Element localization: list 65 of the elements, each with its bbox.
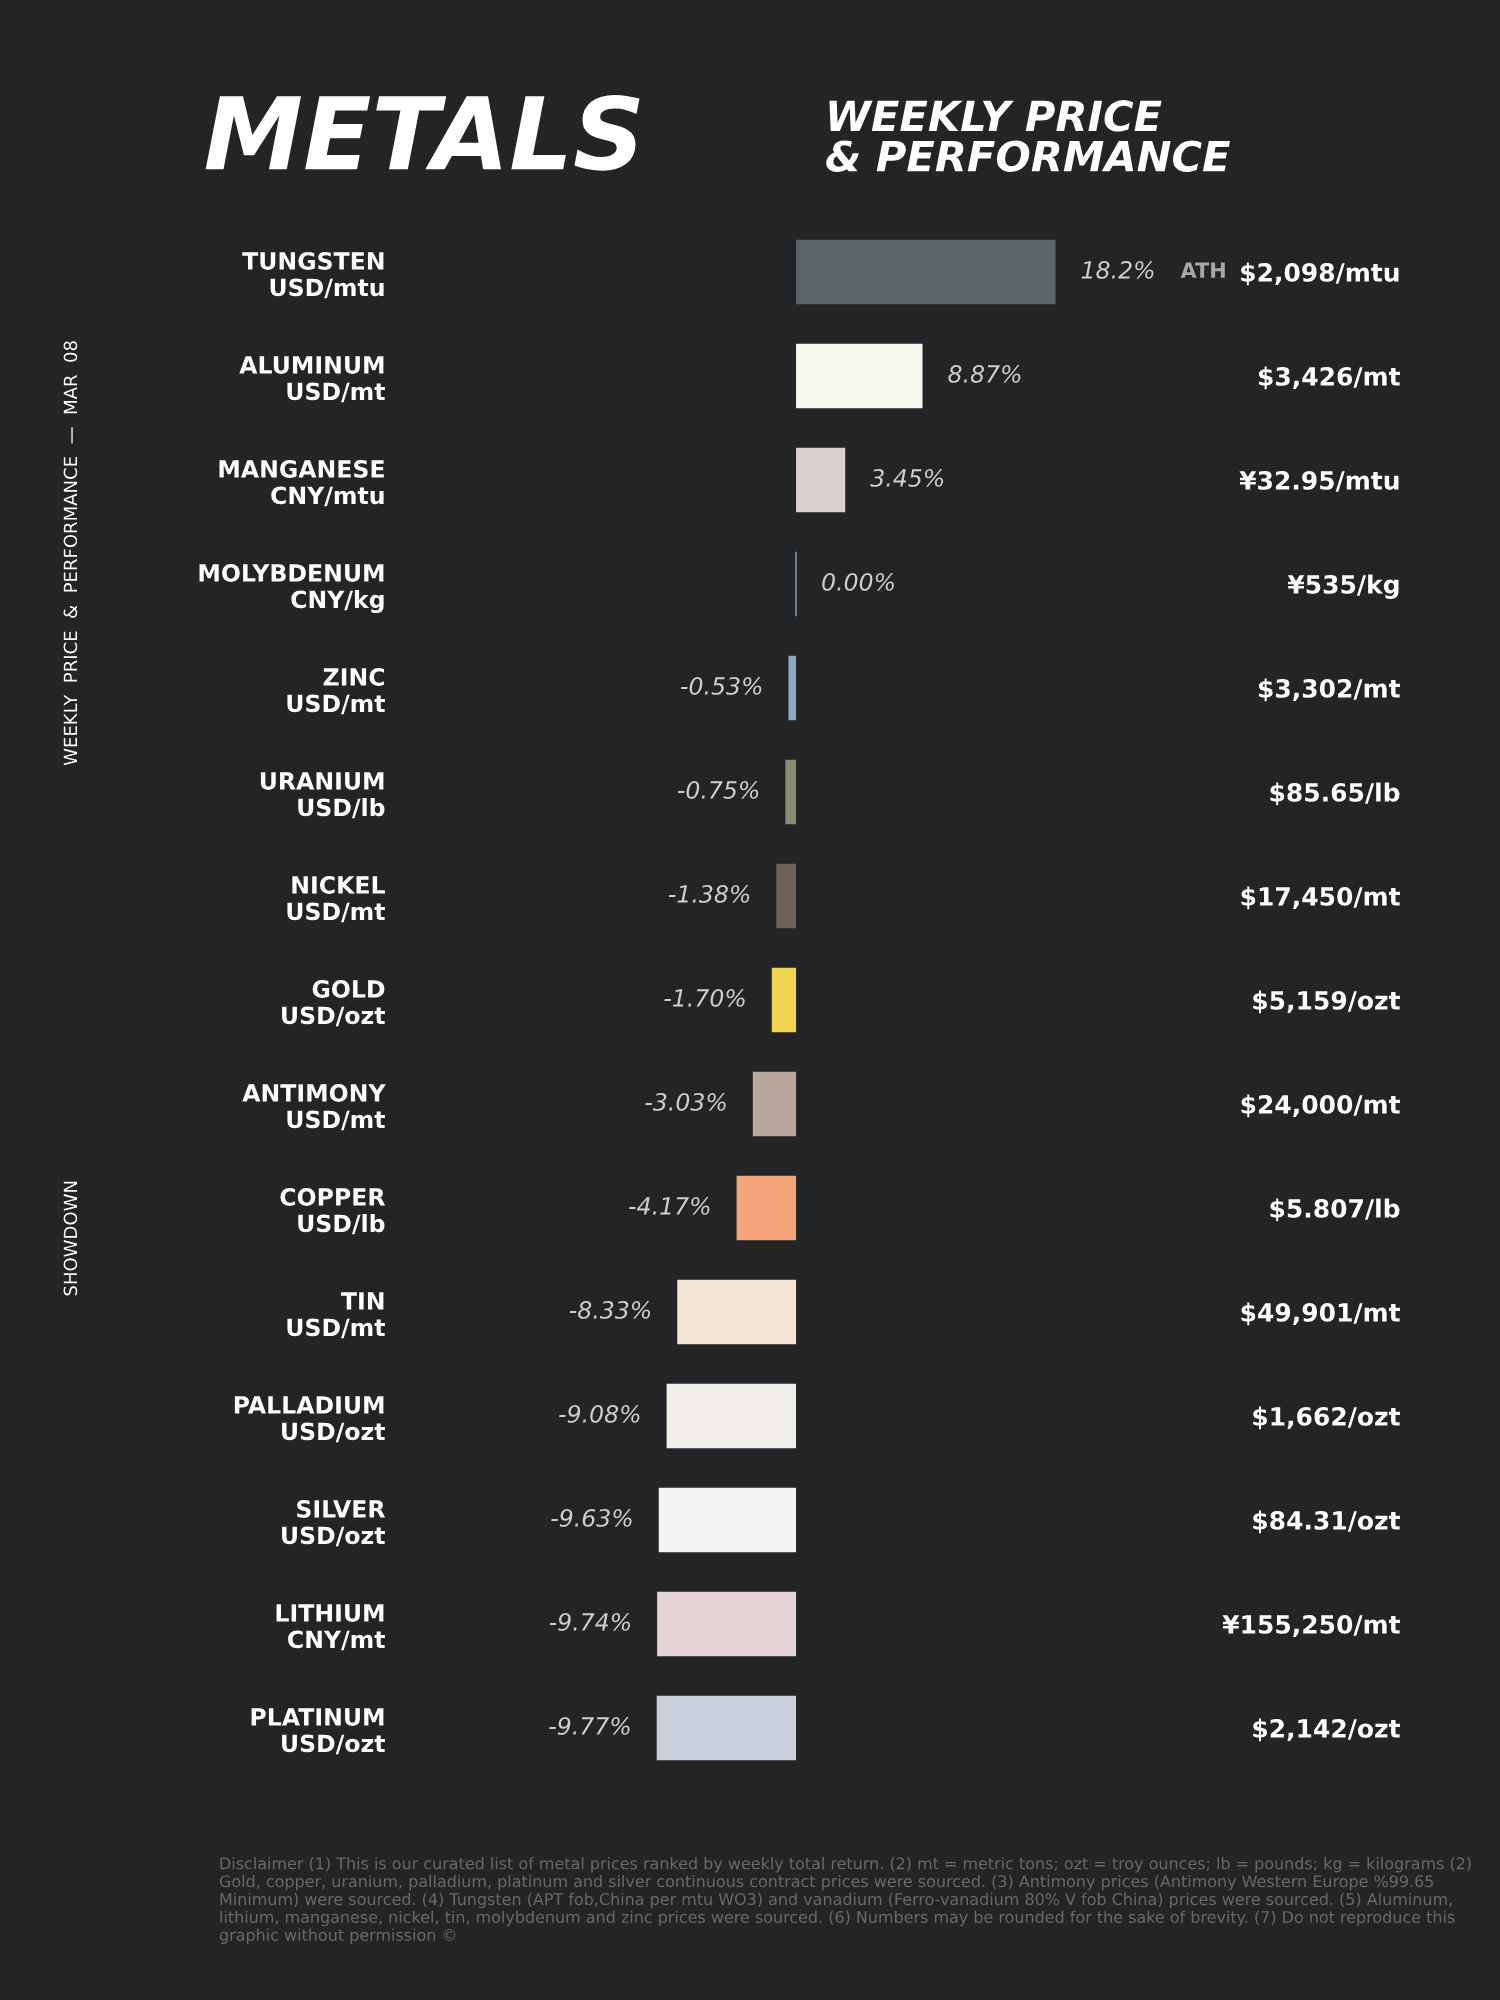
- y-tick-label: COPPER USD/lb: [280, 1188, 386, 1235]
- y2-tick-label: ¥32.95/mtu: [1239, 470, 1399, 492]
- y-tick-label: TIN USD/mt: [287, 1292, 386, 1339]
- y2-tick-label: $5.807/lb: [1270, 1198, 1400, 1222]
- y2-tick-label: $17,450/mt: [1241, 886, 1400, 910]
- y2-tick-label: $2,098/mtu: [1241, 262, 1399, 286]
- y-tick-label: TUNGSTEN USD/mtu: [242, 252, 384, 299]
- text: WEEKLY PRICE & PERFORMANCE — MAR 08: [63, 341, 78, 766]
- y-tick-label: ANTIMONY USD/mt: [242, 1084, 386, 1131]
- data-label: -9.08%: [559, 1404, 640, 1423]
- y-tick-label: SILVER USD/ozt: [282, 1500, 386, 1547]
- bar: [785, 759, 797, 825]
- y2-tick-label: ¥535/kg: [1287, 574, 1399, 599]
- data-label: -0.75%: [677, 780, 759, 799]
- y2-tick-label: $1,662/ozt: [1253, 1406, 1400, 1430]
- data-label: 8.87%: [948, 364, 1021, 383]
- y-tick-label: MANGANESE CNY/mtu: [219, 460, 384, 507]
- y-tick-label: PALLADIUM USD/ozt: [234, 1396, 386, 1443]
- bar: [788, 655, 797, 721]
- y-tick-label: ALUMINUM USD/mt: [239, 356, 386, 403]
- chart-subtitle: WEEKLY PRICE & PERFORMANCE: [826, 100, 1230, 172]
- data-label: -4.17%: [629, 1196, 710, 1215]
- y2-tick-label: $5,159/ozt: [1253, 990, 1400, 1014]
- data-label: -9.63%: [551, 1508, 632, 1527]
- y-tick-label: MOLYBDENUM CNY/kg: [199, 564, 384, 614]
- bar: [771, 967, 797, 1033]
- data-label: 0.00%: [822, 572, 894, 591]
- y2-tick-label: $24,000/mt: [1241, 1094, 1400, 1118]
- bar: [666, 1383, 797, 1449]
- y2-tick-label: $3,302/mt: [1258, 678, 1400, 702]
- y-tick-label: GOLD USD/ozt: [282, 980, 386, 1027]
- data-label: -9.77%: [549, 1716, 630, 1735]
- data-label: -8.33%: [569, 1300, 651, 1319]
- chart-title: METALS: [205, 94, 640, 171]
- y-tick-label: URANIUM USD/lb: [260, 772, 385, 819]
- y2-tick-label: $85.65/lb: [1270, 782, 1400, 806]
- y2-tick-label: ¥155,250/mt: [1222, 1614, 1400, 1638]
- bar: [796, 343, 923, 409]
- data-label: -9.74%: [549, 1612, 630, 1631]
- y2-tick-label: $49,901/mt: [1241, 1302, 1400, 1326]
- bar: [776, 863, 797, 929]
- text: SHOWDOWN: [63, 1181, 78, 1296]
- y-tick-label: LITHIUM CNY/mt: [276, 1604, 386, 1651]
- y2-tick-label: $84.31/ozt: [1253, 1510, 1400, 1534]
- bar: [736, 1175, 797, 1241]
- data-label: -0.53%: [681, 676, 762, 695]
- y-tick-label: PLATINUM USD/ozt: [251, 1708, 386, 1755]
- bar: [677, 1279, 797, 1345]
- y2-tick-label: $2,142/ozt: [1253, 1718, 1400, 1742]
- y2-tick-label: $3,426/mt: [1258, 366, 1400, 390]
- data-label: -1.38%: [668, 884, 750, 903]
- data-label: 18.2%: [1081, 260, 1154, 279]
- bar: [656, 1695, 797, 1761]
- bar: [658, 1487, 797, 1553]
- data-label: 3.45%: [870, 468, 944, 487]
- bar: [752, 1071, 797, 1137]
- bar: [796, 447, 846, 513]
- text: Disclaimer (1) This is our curated list of metal prices ranked by weekly total return. (2) mt = metric tons; ozt = troy ounces; lb = pounds; kg = kilograms (2) Gold, copper, uranium, palladium, platinum and silver continuous contract prices were sourced. (3) Antimony prices (Antimony Western Europe %99.65 Minimum) were sourced. (4) Tungsten (APT fob,China per mtu WO3) and vanadium (Ferro-vanadium 80% V fob China) prices were sourced. (5) Aluminum, lithium, manganese, nickel, tin, molybdenum and zinc prices were sourced. (6) Numbers may be rounded for the sake of brevity. (7) Do not reproduce this graphic without permission ©: [219, 1857, 1471, 1944]
- text: ATH: [1180, 262, 1225, 278]
- data-label: -1.70%: [664, 988, 745, 1007]
- y-tick-label: ZINC USD/mt: [287, 668, 386, 715]
- y-tick-label: NICKEL USD/mt: [287, 876, 386, 923]
- data-label: -3.03%: [645, 1092, 726, 1111]
- bar: [657, 1591, 797, 1657]
- bar: [796, 239, 1056, 305]
